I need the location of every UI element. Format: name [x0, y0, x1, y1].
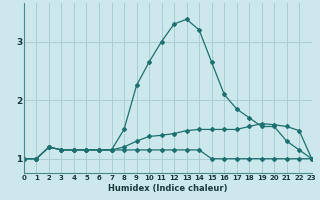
X-axis label: Humidex (Indice chaleur): Humidex (Indice chaleur) [108, 184, 228, 193]
